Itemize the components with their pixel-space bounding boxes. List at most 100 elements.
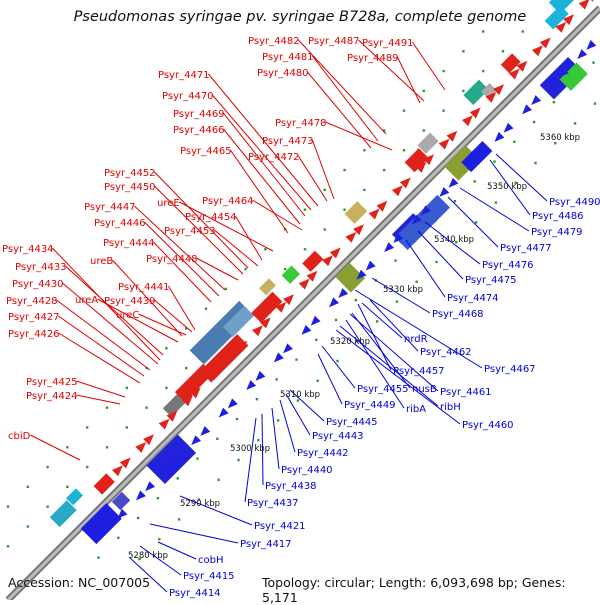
forward-gene-arrow: [166, 410, 178, 422]
forward-gene-label: Psyr_4489: [347, 53, 399, 64]
forward-gene-arrow: [399, 177, 411, 189]
forward-gene-label: Psyr_4452: [104, 168, 156, 179]
reverse-gene-arrow: [135, 490, 146, 501]
reverse-gene-arrow: [172, 453, 183, 464]
reverse-leader-line: [271, 407, 280, 470]
tick-dot: [394, 259, 397, 262]
reverse-gene-arrow: [365, 260, 376, 271]
reverse-gene-arrow: [227, 398, 238, 409]
tick-dot: [422, 129, 425, 132]
tick-dot: [158, 537, 161, 541]
scale-label: 5320 kbp: [330, 337, 370, 347]
forward-leader-line: [358, 39, 425, 102]
tick-dot: [473, 180, 476, 183]
forward-gene-label: Psyr_4450: [104, 182, 156, 193]
forward-leader-line: [112, 259, 183, 337]
tick-dot: [117, 536, 120, 539]
reverse-gene-arrow: [439, 187, 450, 197]
reverse-gene-arrow: [384, 242, 395, 253]
reverse-gene-arrow: [255, 370, 266, 381]
gene-block: [66, 488, 83, 506]
forward-leader-line: [58, 315, 145, 377]
forward-leader-line: [214, 229, 259, 267]
forward-gene-label: cbiD: [8, 431, 31, 442]
forward-gene-label: Psyr_4424: [26, 391, 78, 402]
reverse-gene-arrow: [411, 214, 422, 225]
forward-gene-label: Psyr_4446: [94, 218, 146, 229]
forward-gene-label: Psyr_4480: [257, 68, 309, 79]
forward-gene-label: Psyr_4441: [118, 282, 170, 293]
tick-dot: [462, 89, 465, 93]
forward-gene-arrow: [539, 37, 551, 49]
forward-leader-line: [297, 155, 328, 202]
reverse-leader-line: [279, 399, 296, 453]
tick-dot: [46, 505, 49, 508]
forward-gene-arrow: [283, 294, 294, 306]
forward-gene-arrow: [563, 14, 574, 26]
forward-gene-arrow: [368, 208, 380, 220]
tick-dot: [336, 359, 339, 363]
accession-text: Accession: NC_007005: [8, 575, 151, 590]
forward-gene-arrow: [578, 0, 590, 10]
tick-dot: [455, 241, 458, 244]
reverse-gene-label: Psyr_4479: [531, 227, 583, 238]
forward-leader-line: [298, 39, 387, 135]
forward-leader-line: [153, 241, 212, 303]
forward-gene-arrow: [181, 395, 193, 407]
reverse-leader-line: [459, 187, 530, 232]
forward-gene-label: Psyr_4487: [308, 36, 360, 47]
reverse-leader-line: [157, 541, 197, 560]
reverse-gene-arrow: [448, 177, 459, 188]
reverse-gene-label: Psyr_4445: [326, 417, 378, 428]
reverse-leader-line: [361, 302, 403, 339]
reverse-gene-arrow: [310, 315, 321, 326]
forward-gene-arrow: [415, 161, 427, 173]
forward-leader-line: [311, 139, 335, 200]
reverse-gene-label: cobH: [198, 555, 223, 566]
tick-dot: [276, 419, 280, 422]
forward-gene-label: Psyr_4472: [248, 152, 300, 163]
tick-dot: [375, 320, 379, 323]
reverse-gene-arrow: [586, 39, 597, 50]
reverse-leader-line: [447, 196, 499, 248]
tick-dot: [177, 518, 181, 521]
tick-dot: [296, 399, 300, 402]
tick-dot: [165, 386, 168, 390]
gene-block: [281, 265, 300, 284]
gene-block: [500, 53, 521, 74]
tick-dot: [244, 267, 247, 271]
tick-dot: [494, 201, 498, 204]
forward-gene-arrow: [493, 84, 504, 96]
forward-gene-arrow: [516, 60, 528, 72]
reverse-gene-label: Psyr_4468: [432, 309, 484, 320]
forward-leader-line: [154, 299, 193, 333]
forward-gene-arrow: [391, 185, 403, 197]
gene-block: [222, 305, 255, 337]
forward-gene-label: Psyr_4491: [362, 38, 414, 49]
reverse-leader-line: [285, 393, 311, 436]
forward-gene-label: Psyr_4482: [248, 36, 300, 47]
forward-leader-line: [396, 56, 421, 104]
tick-dot: [295, 358, 298, 361]
reverse-gene-label: Psyr_4461: [440, 387, 492, 398]
forward-gene-label: Psyr_4473: [262, 136, 314, 147]
tick-dot: [315, 338, 318, 341]
reverse-leader-line: [417, 230, 464, 280]
forward-leader-line: [234, 215, 263, 261]
forward-leader-line: [208, 73, 319, 207]
tick-dot: [573, 122, 577, 125]
reverse-gene-label: Psyr_4421: [254, 521, 306, 532]
forward-gene-label: Psyr_4454: [185, 212, 237, 223]
reverse-gene-arrow: [356, 269, 367, 280]
tick-dot: [415, 280, 418, 284]
forward-leader-line: [30, 434, 81, 461]
tick-dot: [501, 50, 505, 53]
reverse-gene-label: Psyr_4457: [393, 366, 445, 377]
forward-gene-arrow: [298, 278, 310, 290]
tick-dot: [264, 248, 267, 251]
tick-dot: [474, 221, 478, 224]
forward-gene-arrow: [353, 224, 364, 236]
tick-dot: [184, 327, 188, 330]
forward-gene-label: Psyr_4464: [202, 196, 254, 207]
